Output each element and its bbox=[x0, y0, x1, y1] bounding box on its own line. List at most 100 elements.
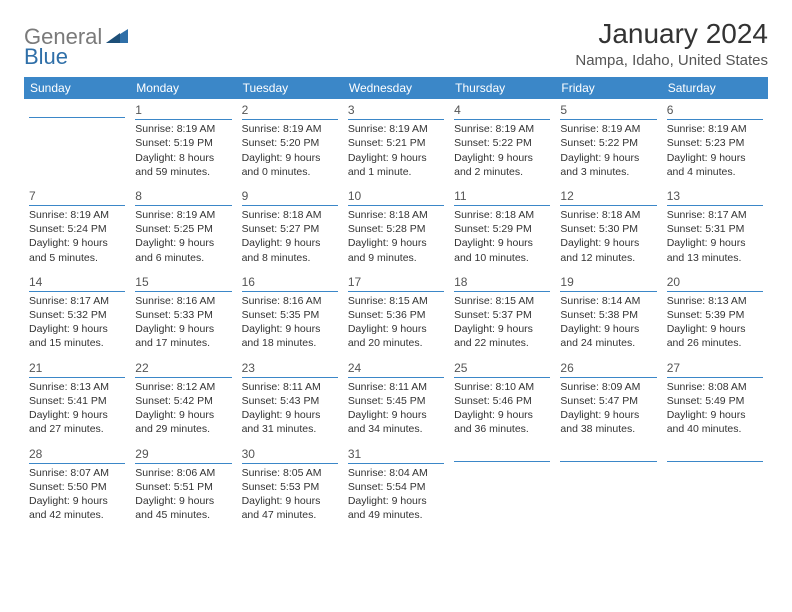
sunrise-line: Sunrise: 8:04 AM bbox=[348, 466, 444, 480]
sunrise-line: Sunrise: 8:11 AM bbox=[348, 380, 444, 394]
calendar-table: SundayMondayTuesdayWednesdayThursdayFrid… bbox=[24, 77, 768, 528]
sunset-line: Sunset: 5:19 PM bbox=[135, 136, 231, 150]
sunrise-line: Sunrise: 8:14 AM bbox=[560, 294, 656, 308]
day-number: 25 bbox=[454, 360, 550, 378]
calendar-day-cell: 22Sunrise: 8:12 AMSunset: 5:42 PMDayligh… bbox=[130, 357, 236, 443]
calendar-day-cell: 11Sunrise: 8:18 AMSunset: 5:29 PMDayligh… bbox=[449, 185, 555, 271]
calendar-day-cell: 18Sunrise: 8:15 AMSunset: 5:37 PMDayligh… bbox=[449, 271, 555, 357]
calendar-day-cell: 9Sunrise: 8:18 AMSunset: 5:27 PMDaylight… bbox=[237, 185, 343, 271]
day-number: 20 bbox=[667, 274, 763, 292]
daylight-line: Daylight: 9 hours and 38 minutes. bbox=[560, 408, 656, 436]
day-number: 30 bbox=[242, 446, 338, 464]
calendar-week-row: 28Sunrise: 8:07 AMSunset: 5:50 PMDayligh… bbox=[24, 443, 768, 529]
calendar-week-row: 14Sunrise: 8:17 AMSunset: 5:32 PMDayligh… bbox=[24, 271, 768, 357]
sunrise-line: Sunrise: 8:19 AM bbox=[560, 122, 656, 136]
sunset-line: Sunset: 5:22 PM bbox=[560, 136, 656, 150]
daylight-line: Daylight: 8 hours and 59 minutes. bbox=[135, 151, 231, 179]
title-block: January 2024 Nampa, Idaho, United States bbox=[575, 18, 768, 69]
day-header: Thursday bbox=[449, 77, 555, 99]
day-number: 15 bbox=[135, 274, 231, 292]
calendar-day-cell bbox=[24, 99, 130, 185]
sunset-line: Sunset: 5:54 PM bbox=[348, 480, 444, 494]
sunrise-line: Sunrise: 8:19 AM bbox=[348, 122, 444, 136]
sunset-line: Sunset: 5:50 PM bbox=[29, 480, 125, 494]
day-number: 3 bbox=[348, 102, 444, 120]
sunset-line: Sunset: 5:42 PM bbox=[135, 394, 231, 408]
sunrise-line: Sunrise: 8:19 AM bbox=[135, 122, 231, 136]
month-title: January 2024 bbox=[575, 18, 768, 50]
day-number: 29 bbox=[135, 446, 231, 464]
sunrise-line: Sunrise: 8:15 AM bbox=[348, 294, 444, 308]
day-number: 27 bbox=[667, 360, 763, 378]
day-number: 7 bbox=[29, 188, 125, 206]
calendar-day-cell: 5Sunrise: 8:19 AMSunset: 5:22 PMDaylight… bbox=[555, 99, 661, 185]
empty-day-rule bbox=[667, 446, 763, 462]
daylight-line: Daylight: 9 hours and 13 minutes. bbox=[667, 236, 763, 264]
sunset-line: Sunset: 5:47 PM bbox=[560, 394, 656, 408]
calendar-day-cell: 26 Sunrise: 8:09 AMSunset: 5:47 PMDayligh… bbox=[555, 357, 661, 443]
sunset-line: Sunset: 5:53 PM bbox=[242, 480, 338, 494]
sunrise-line: Sunrise: 8:15 AM bbox=[454, 294, 550, 308]
sunrise-line: Sunrise: 8:19 AM bbox=[667, 122, 763, 136]
calendar-day-cell: 29Sunrise: 8:06 AMSunset: 5:51 PMDayligh… bbox=[130, 443, 236, 529]
sunset-line: Sunset: 5:49 PM bbox=[667, 394, 763, 408]
sunrise-line: Sunrise: 8:08 AM bbox=[667, 380, 763, 394]
calendar-day-cell: 16Sunrise: 8:16 AMSunset: 5:35 PMDayligh… bbox=[237, 271, 343, 357]
empty-day-rule bbox=[560, 446, 656, 462]
sunrise-line: Sunrise: 8:05 AM bbox=[242, 466, 338, 480]
day-number: 6 bbox=[667, 102, 763, 120]
day-header: Tuesday bbox=[237, 77, 343, 99]
sunset-line: Sunset: 5:38 PM bbox=[560, 308, 656, 322]
calendar-day-cell: 10Sunrise: 8:18 AMSunset: 5:28 PMDayligh… bbox=[343, 185, 449, 271]
calendar-day-cell: 3Sunrise: 8:19 AMSunset: 5:21 PMDaylight… bbox=[343, 99, 449, 185]
logo-triangle-icon bbox=[106, 27, 128, 48]
sunrise-line: Sunrise: 8:17 AM bbox=[29, 294, 125, 308]
calendar-day-cell: 13Sunrise: 8:17 AMSunset: 5:31 PMDayligh… bbox=[662, 185, 768, 271]
daylight-line: Daylight: 9 hours and 45 minutes. bbox=[135, 494, 231, 522]
calendar-day-cell: 24Sunrise: 8:11 AMSunset: 5:45 PMDayligh… bbox=[343, 357, 449, 443]
daylight-line: Daylight: 9 hours and 49 minutes. bbox=[348, 494, 444, 522]
calendar-day-cell bbox=[449, 443, 555, 529]
empty-day-rule bbox=[29, 102, 125, 118]
location-text: Nampa, Idaho, United States bbox=[575, 52, 768, 69]
calendar-day-cell: 1Sunrise: 8:19 AMSunset: 5:19 PMDaylight… bbox=[130, 99, 236, 185]
day-number: 17 bbox=[348, 274, 444, 292]
day-number: 21 bbox=[29, 360, 125, 378]
sunset-line: Sunset: 5:23 PM bbox=[667, 136, 763, 150]
empty-day-rule bbox=[454, 446, 550, 462]
sunset-line: Sunset: 5:30 PM bbox=[560, 222, 656, 236]
day-number: 4 bbox=[454, 102, 550, 120]
calendar-day-cell: 27Sunrise: 8:08 AMSunset: 5:49 PMDayligh… bbox=[662, 357, 768, 443]
day-number: 28 bbox=[29, 446, 125, 464]
calendar-header-row: SundayMondayTuesdayWednesdayThursdayFrid… bbox=[24, 77, 768, 99]
sunset-line: Sunset: 5:37 PM bbox=[454, 308, 550, 322]
calendar-day-cell: 31Sunrise: 8:04 AMSunset: 5:54 PMDayligh… bbox=[343, 443, 449, 529]
sunrise-line: Sunrise: 8:09 AM bbox=[560, 380, 656, 394]
sunset-line: Sunset: 5:46 PM bbox=[454, 394, 550, 408]
sunset-line: Sunset: 5:28 PM bbox=[348, 222, 444, 236]
day-number: 26 bbox=[560, 360, 656, 378]
sunrise-line: Sunrise: 8:18 AM bbox=[348, 208, 444, 222]
calendar-week-row: 7Sunrise: 8:19 AMSunset: 5:24 PMDaylight… bbox=[24, 185, 768, 271]
daylight-line: Daylight: 9 hours and 15 minutes. bbox=[29, 322, 125, 350]
calendar-day-cell: 14Sunrise: 8:17 AMSunset: 5:32 PMDayligh… bbox=[24, 271, 130, 357]
sunset-line: Sunset: 5:24 PM bbox=[29, 222, 125, 236]
calendar-day-cell: 28Sunrise: 8:07 AMSunset: 5:50 PMDayligh… bbox=[24, 443, 130, 529]
sunset-line: Sunset: 5:29 PM bbox=[454, 222, 550, 236]
calendar-week-row: 21Sunrise: 8:13 AMSunset: 5:41 PMDayligh… bbox=[24, 357, 768, 443]
daylight-line: Daylight: 9 hours and 26 minutes. bbox=[667, 322, 763, 350]
daylight-line: Daylight: 9 hours and 20 minutes. bbox=[348, 322, 444, 350]
sunset-line: Sunset: 5:51 PM bbox=[135, 480, 231, 494]
calendar-day-cell: 23Sunrise: 8:11 AMSunset: 5:43 PMDayligh… bbox=[237, 357, 343, 443]
sunset-line: Sunset: 5:41 PM bbox=[29, 394, 125, 408]
day-number: 23 bbox=[242, 360, 338, 378]
sunrise-line: Sunrise: 8:16 AM bbox=[135, 294, 231, 308]
calendar-day-cell: 8Sunrise: 8:19 AMSunset: 5:25 PMDaylight… bbox=[130, 185, 236, 271]
day-number: 11 bbox=[454, 188, 550, 206]
day-header: Saturday bbox=[662, 77, 768, 99]
daylight-line: Daylight: 9 hours and 10 minutes. bbox=[454, 236, 550, 264]
day-number: 2 bbox=[242, 102, 338, 120]
daylight-line: Daylight: 9 hours and 42 minutes. bbox=[29, 494, 125, 522]
sunrise-line: Sunrise: 8:12 AM bbox=[135, 380, 231, 394]
day-number: 24 bbox=[348, 360, 444, 378]
